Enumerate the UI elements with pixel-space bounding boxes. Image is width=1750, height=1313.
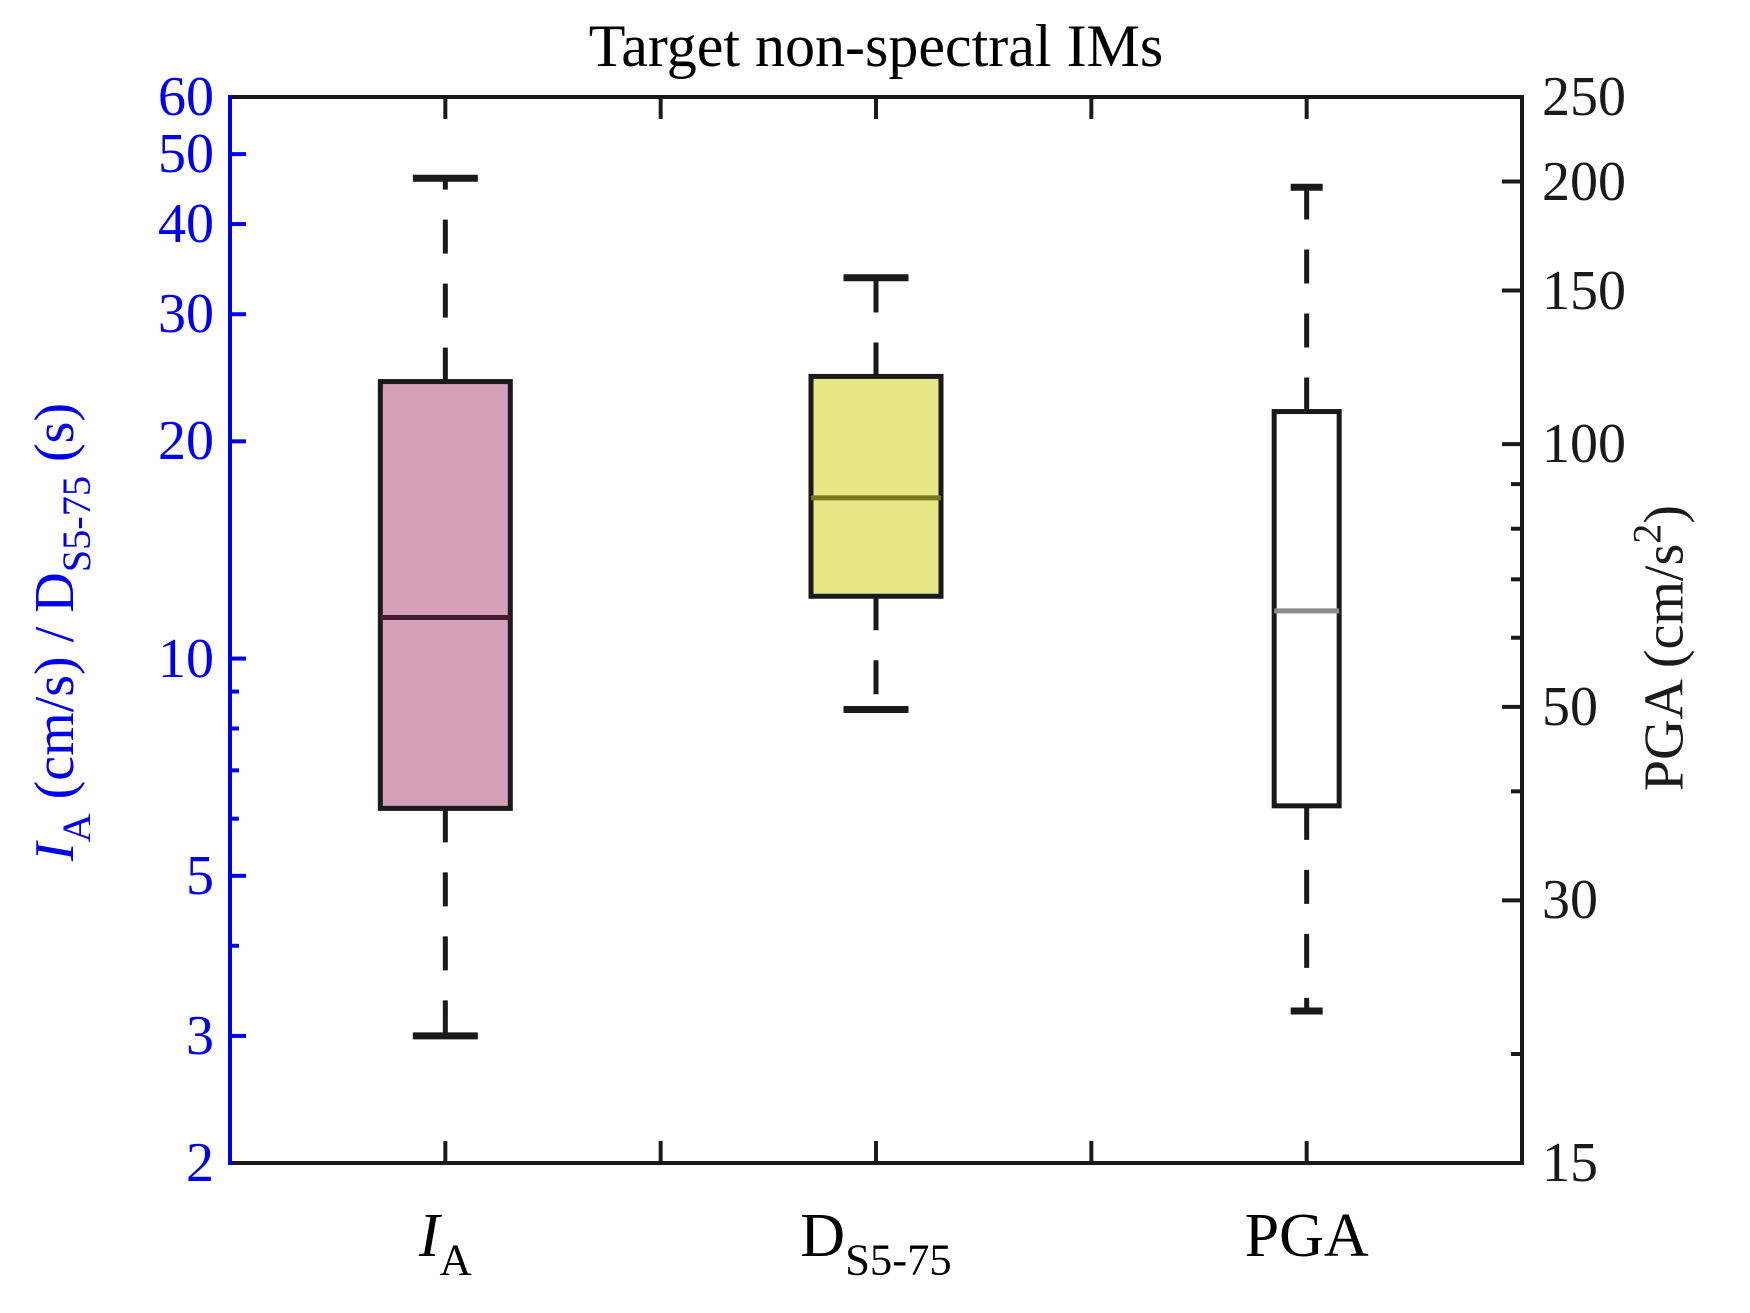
label-part: 100 — [1542, 413, 1626, 476]
label-part: 150 — [1542, 259, 1626, 322]
label-part: I — [23, 842, 86, 862]
label-part: 30 — [158, 283, 214, 346]
label-part: D — [800, 1202, 846, 1270]
label-part: (s) — [23, 402, 86, 476]
label-part: A — [53, 813, 99, 843]
label-part: 200 — [1542, 150, 1626, 213]
y-right-tick-label: 100 — [1542, 416, 1626, 472]
label-part: S5-75 — [845, 1234, 952, 1285]
y-right-tick-label: 250 — [1542, 69, 1626, 125]
y-axis-label-left: IA (cm/s) / DS5-75 (s) — [23, 402, 99, 862]
label-part: PGA (cm/s — [1633, 543, 1696, 792]
y-right-tick-label: 50 — [1542, 679, 1598, 735]
y-left-tick-label: 5 — [186, 848, 214, 904]
label-part: ) — [1633, 504, 1696, 524]
y-right-tick-label: 30 — [1542, 872, 1598, 928]
label-part: 40 — [158, 193, 214, 256]
y-left-tick-label: 40 — [158, 196, 214, 252]
label-part: S5-75 — [53, 475, 99, 573]
label-part: 2 — [1624, 523, 1670, 544]
box-DS5-75 — [808, 373, 944, 599]
y-left-tick-label: 3 — [186, 1008, 214, 1064]
label-part: 30 — [1542, 869, 1598, 932]
x-category-label: DS5-75 — [800, 1205, 951, 1282]
label-part: A — [439, 1234, 472, 1285]
y-right-tick-label: 150 — [1542, 263, 1626, 319]
label-part: 60 — [158, 66, 214, 128]
box-IA — [377, 379, 513, 811]
y-left-tick-label: 30 — [158, 286, 214, 342]
label-part: PGA — [1244, 1202, 1369, 1270]
y-right-tick-label: 15 — [1542, 1135, 1598, 1191]
label-part: 2 — [186, 1132, 214, 1194]
label-part: 3 — [186, 1004, 214, 1067]
label-part: 20 — [158, 410, 214, 473]
label-part: (cm/s) / D — [23, 572, 86, 814]
y-right-tick-label: 200 — [1542, 154, 1626, 210]
y-left-tick-label: 20 — [158, 413, 214, 469]
y-left-tick-label: 50 — [158, 126, 214, 182]
y-left-tick-label: 2 — [186, 1135, 214, 1191]
chart-title: Target non-spectral IMs — [588, 13, 1164, 79]
label-part: 50 — [1542, 675, 1598, 738]
label-part: 5 — [186, 844, 214, 907]
x-category-label: IA — [419, 1205, 472, 1282]
label-part: 250 — [1542, 66, 1626, 128]
y-left-tick-label: 60 — [158, 69, 214, 125]
label-part: 50 — [158, 123, 214, 186]
y-axis-label-right: PGA (cm/s2) — [1624, 505, 1695, 791]
x-category-label: PGA — [1245, 1205, 1369, 1267]
label-part: I — [418, 1202, 440, 1270]
label-part: 10 — [158, 627, 214, 690]
label-part: 15 — [1542, 1132, 1598, 1194]
y-left-tick-label: 10 — [158, 631, 214, 687]
